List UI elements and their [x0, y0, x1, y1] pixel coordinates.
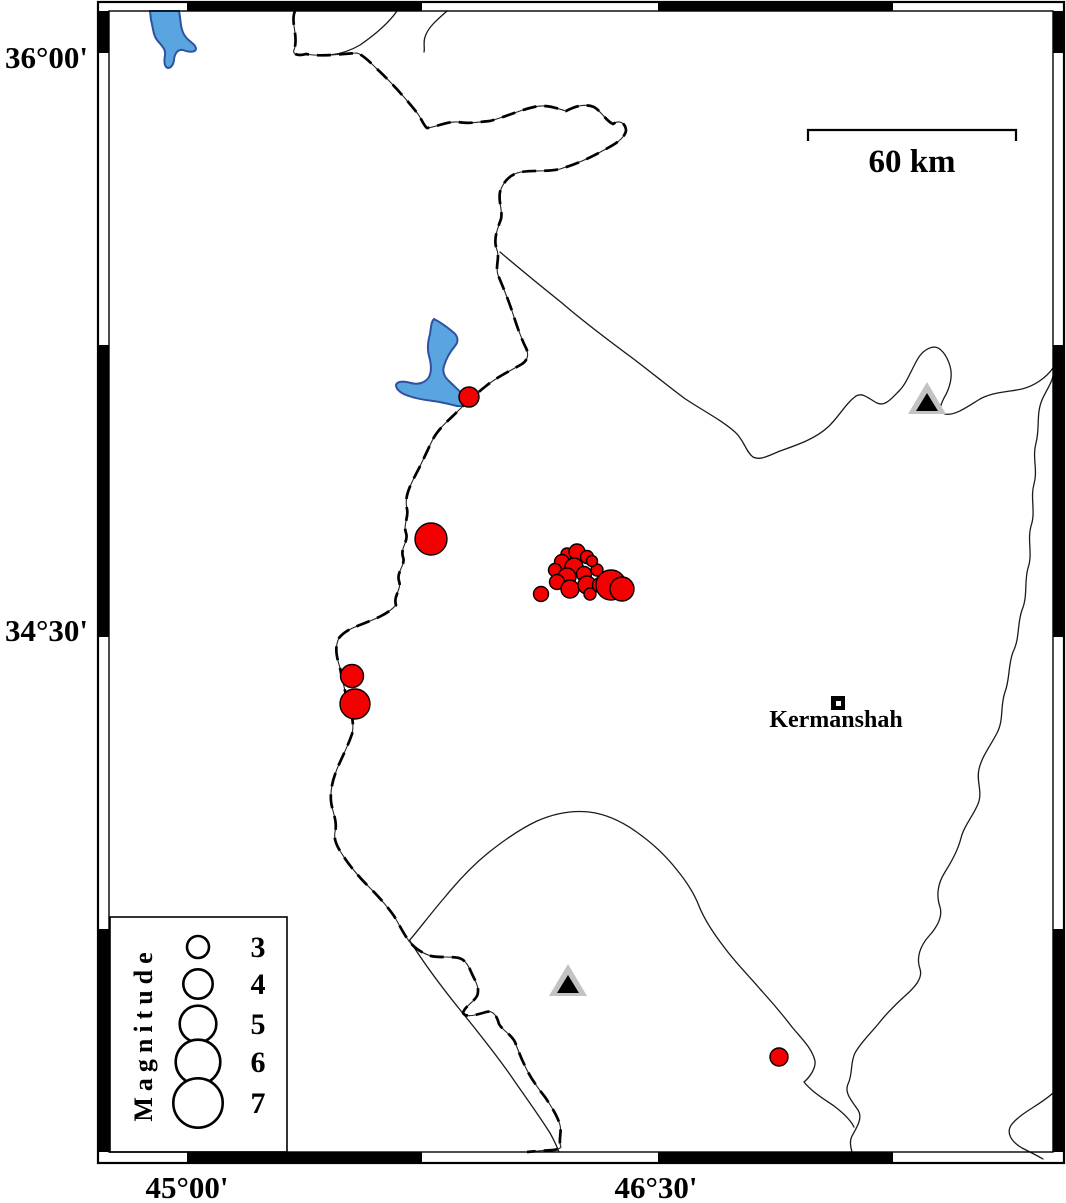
lat-label-34-30: 34°30'	[5, 613, 88, 648]
earthquake-marker	[532, 585, 550, 603]
legend-magnitude-value: 4	[251, 968, 266, 1001]
legend-magnitude-value: 5	[251, 1008, 266, 1041]
frame-tick-top-1	[187, 2, 422, 11]
stations-layer	[549, 382, 946, 996]
earthquake-marker	[339, 663, 365, 689]
legend-magnitude-value: 7	[251, 1087, 266, 1120]
earthquake-marker	[585, 554, 599, 568]
city-kermanshah: Kermanshah	[769, 696, 903, 733]
frame-tick-top-2	[658, 2, 893, 11]
map-content: Kermanshah 60 km Magnitude 3 4 5 6 7	[109, 10, 1055, 1160]
river-main-east	[499, 251, 1055, 1160]
legend-title: Magnitude	[129, 946, 158, 1121]
border-dashed-line	[292, 10, 628, 1154]
frame-tick-bottom-2	[658, 1152, 893, 1163]
legend-magnitude-circle	[185, 934, 211, 960]
earthquake-marker	[560, 579, 580, 599]
river-top-stub	[423, 10, 448, 53]
earthquake-marker	[609, 576, 635, 602]
lat-label-36-00: 36°00'	[5, 40, 88, 75]
magnitude-legend: Magnitude 3 4 5 6 7	[109, 916, 288, 1153]
legend-entries: 3 4 5 6 7	[172, 931, 266, 1130]
frame-tick-right-3	[1053, 929, 1064, 1152]
earthquake-marker	[583, 587, 597, 601]
lake-northwest	[148, 10, 198, 70]
station-triangle-inner-icon	[557, 975, 579, 993]
earthquake-marker	[414, 522, 448, 556]
legend-magnitude-value: 3	[251, 931, 266, 964]
frame-tick-left-1	[98, 11, 109, 53]
border-companion-south	[409, 940, 560, 1153]
earthquake-marker	[769, 1047, 789, 1067]
lake-reservoir	[394, 317, 468, 408]
frame-tick-right-1	[1053, 11, 1064, 53]
lon-label-46-30: 46°30'	[614, 1170, 697, 1203]
scale-bar-label: 60 km	[868, 144, 955, 180]
river-corner-southeast	[1008, 1092, 1054, 1160]
frame-tick-right-2	[1053, 345, 1064, 637]
frame-tick-bottom-1	[187, 1152, 422, 1163]
lon-label-45-00: 45°00'	[145, 1170, 228, 1203]
earthquakes-layer	[339, 386, 789, 1067]
earthquake-marker	[458, 386, 480, 408]
map-frame	[96, 0, 1066, 1165]
earthquake-marker	[339, 688, 371, 720]
legend-magnitude-circle	[172, 1077, 225, 1130]
station-triangle-inner-icon	[916, 393, 938, 411]
frame-tick-left-3	[98, 929, 109, 1152]
axis-labels: 36°00' 34°30' 45°00' 46°30'	[5, 40, 698, 1203]
city-square-inner	[836, 701, 841, 706]
legend-magnitude-circle	[182, 967, 215, 1000]
river-top-west	[329, 10, 398, 56]
legend-magnitude-value: 6	[251, 1046, 266, 1079]
legend-magnitude-circle	[178, 1004, 218, 1044]
scale-bar: 60 km	[806, 128, 1018, 180]
frame-tick-left-2	[98, 345, 109, 637]
river-south-bowl	[408, 810, 855, 1128]
scale-bar-bracket	[806, 128, 1018, 141]
city-label: Kermanshah	[769, 707, 902, 733]
international-border	[292, 10, 628, 1154]
